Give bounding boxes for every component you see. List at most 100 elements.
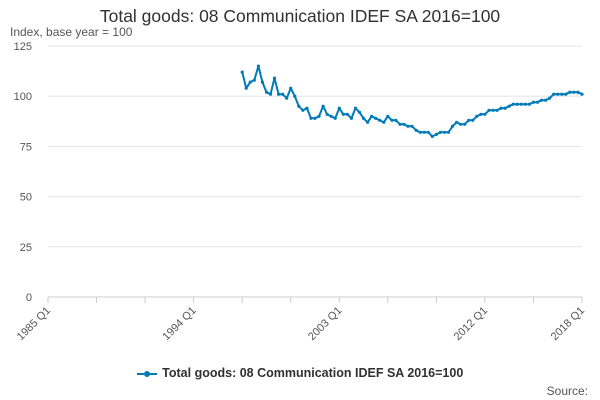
data-point[interactable] <box>289 86 293 90</box>
data-point[interactable] <box>345 112 349 116</box>
data-point[interactable] <box>406 124 410 128</box>
data-point[interactable] <box>450 124 455 128</box>
data-point[interactable] <box>317 114 321 118</box>
data-point[interactable] <box>277 92 281 96</box>
data-point[interactable] <box>386 114 390 118</box>
data-point[interactable] <box>491 108 495 112</box>
data-point[interactable] <box>422 130 426 134</box>
data-point[interactable] <box>430 134 434 138</box>
data-point[interactable] <box>414 128 418 132</box>
data-point[interactable] <box>544 98 548 102</box>
data-point[interactable] <box>499 106 503 110</box>
data-point[interactable] <box>556 92 560 96</box>
data-point[interactable] <box>483 112 487 116</box>
data-point[interactable] <box>341 112 345 116</box>
data-point[interactable] <box>305 106 309 110</box>
data-point[interactable] <box>523 102 528 106</box>
data-point[interactable] <box>309 116 313 120</box>
data-point[interactable] <box>471 118 475 122</box>
data-point[interactable] <box>511 102 515 106</box>
legend[interactable]: Total goods: 08 Communication IDEF SA 20… <box>0 366 600 380</box>
data-point[interactable] <box>244 86 248 90</box>
data-point[interactable] <box>446 130 451 134</box>
data-point[interactable] <box>382 120 386 124</box>
data-point[interactable] <box>467 118 471 122</box>
data-point[interactable] <box>353 106 358 110</box>
data-point[interactable] <box>552 92 556 96</box>
data-point[interactable] <box>455 120 459 124</box>
data-point[interactable] <box>475 114 479 118</box>
data-point[interactable] <box>281 92 285 96</box>
data-point[interactable] <box>264 90 269 94</box>
data-point[interactable] <box>548 96 552 100</box>
data-point[interactable] <box>366 120 370 124</box>
data-point[interactable] <box>272 76 277 80</box>
data-point[interactable] <box>463 122 467 126</box>
data-point[interactable] <box>333 116 337 120</box>
data-point[interactable] <box>240 70 244 74</box>
data-point[interactable] <box>248 80 252 84</box>
y-tick-label: 25 <box>20 242 32 254</box>
data-point[interactable] <box>349 116 353 120</box>
data-point[interactable] <box>361 116 366 120</box>
data-point[interactable] <box>285 96 289 100</box>
data-point[interactable] <box>357 110 362 114</box>
data-point[interactable] <box>519 102 523 106</box>
data-point[interactable] <box>539 98 544 102</box>
data-point[interactable] <box>337 106 341 110</box>
data-point[interactable] <box>503 106 507 110</box>
data-point[interactable] <box>394 118 398 122</box>
data-point[interactable] <box>495 108 499 112</box>
y-tick-label: 75 <box>20 141 32 153</box>
data-point[interactable] <box>515 102 519 106</box>
data-point[interactable] <box>507 104 511 108</box>
data-point[interactable] <box>535 100 540 104</box>
data-point[interactable] <box>487 108 491 112</box>
chart-title: Total goods: 08 Communication IDEF SA 20… <box>99 6 501 26</box>
x-tick-label: 1985 Q1 <box>15 305 53 343</box>
data-point[interactable] <box>252 78 256 82</box>
data-point[interactable] <box>398 122 402 126</box>
data-point[interactable] <box>374 116 378 120</box>
data-point[interactable] <box>313 116 317 120</box>
x-tick-label: 2018 Q1 <box>549 305 587 343</box>
data-point[interactable] <box>410 124 414 128</box>
data-point[interactable] <box>564 92 568 96</box>
y-axis-title: Index, base year = 100 <box>10 25 133 39</box>
data-point[interactable] <box>572 90 576 94</box>
data-point[interactable] <box>260 80 264 84</box>
data-point[interactable] <box>527 102 532 106</box>
data-point[interactable] <box>370 114 374 118</box>
data-point[interactable] <box>418 130 422 134</box>
y-tick-label: 50 <box>20 192 32 204</box>
data-point[interactable] <box>329 114 333 118</box>
data-point[interactable] <box>560 92 564 96</box>
data-point[interactable] <box>297 104 301 108</box>
data-point[interactable] <box>568 90 572 94</box>
data-point[interactable] <box>402 122 406 126</box>
data-point[interactable] <box>301 108 305 112</box>
data-point[interactable] <box>390 118 394 122</box>
y-tick-label: 100 <box>14 91 32 103</box>
x-tick-label: 1994 Q1 <box>160 305 198 343</box>
x-axis <box>47 296 583 303</box>
data-point[interactable] <box>580 92 584 96</box>
data-point[interactable] <box>426 130 430 134</box>
y-tick-label: 0 <box>26 292 32 304</box>
data-point[interactable] <box>256 64 260 68</box>
data-point[interactable] <box>325 112 329 116</box>
legend-swatch <box>136 368 157 380</box>
data-point[interactable] <box>459 122 463 126</box>
x-tick-label: 2012 Q1 <box>452 305 490 343</box>
data-point[interactable] <box>268 92 273 96</box>
y-axis-ticks: 0 25 50 75 100 125 <box>14 41 32 304</box>
data-point[interactable] <box>438 130 442 134</box>
data-point[interactable] <box>576 90 580 94</box>
data-point[interactable] <box>531 100 536 104</box>
data-point[interactable] <box>321 104 325 108</box>
data-point[interactable] <box>479 112 483 116</box>
data-point[interactable] <box>442 130 447 134</box>
data-point[interactable] <box>293 94 297 98</box>
data-point[interactable] <box>434 132 438 136</box>
data-point[interactable] <box>378 118 382 122</box>
